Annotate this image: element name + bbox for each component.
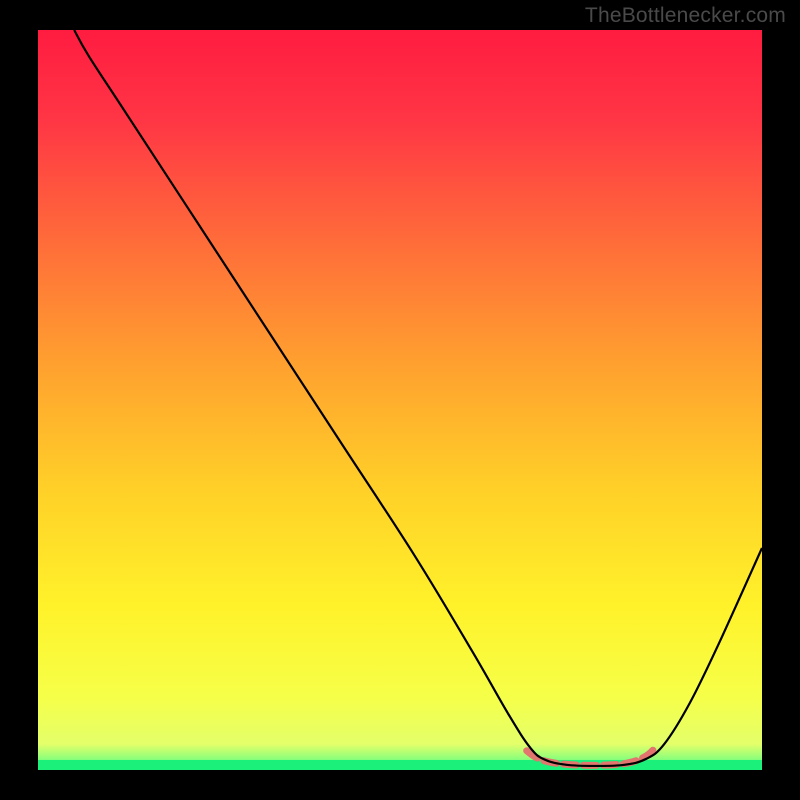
chart-frame: TheBottlenecker.com <box>0 0 800 800</box>
plot-green-strip <box>38 760 762 770</box>
watermark-label: TheBottlenecker.com <box>585 4 786 28</box>
plot-gradient-area <box>38 30 762 770</box>
